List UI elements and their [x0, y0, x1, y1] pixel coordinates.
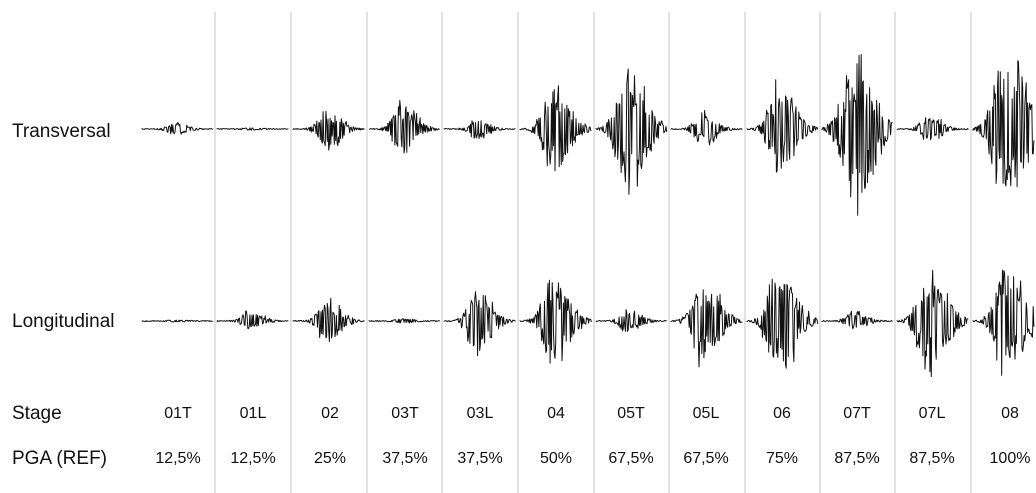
waveform-transversal-05T	[595, 68, 668, 195]
stage-label: 06	[773, 405, 791, 422]
pga-label: 50%	[540, 450, 572, 467]
stage-label: 03L	[467, 405, 494, 422]
stage-label: 01L	[240, 405, 267, 422]
pga-label: 37,5%	[382, 450, 427, 467]
waveform-longitudinal-06	[746, 278, 819, 369]
stage-label: 03T	[391, 405, 419, 422]
pga-label: 75%	[766, 450, 798, 467]
row-label-longitudinal: Longitudinal	[12, 311, 114, 332]
waveform-longitudinal-04	[519, 279, 592, 364]
stage-label: 05T	[617, 405, 645, 422]
waveform-longitudinal-05L	[670, 289, 743, 368]
pga-label: 12,5%	[230, 450, 275, 467]
waveform-transversal-04	[519, 85, 592, 172]
waveform-longitudinal-03L	[443, 291, 516, 357]
waveform-longitudinal-01L	[216, 310, 289, 330]
waveform-longitudinal-07T	[821, 310, 893, 330]
stage-label: 01T	[164, 405, 192, 422]
waveform-transversal-06	[746, 79, 819, 173]
pga-label: 100%	[990, 450, 1031, 467]
stage-label: 05L	[693, 405, 720, 422]
pga-labels: 12,5% 12,5% 25% 37,5% 37,5% 50% 67,5% 67,5% 75% 8…	[155, 450, 1030, 467]
waveform-longitudinal-01T	[141, 319, 213, 323]
waveform-transversal-01T	[141, 122, 214, 135]
waveform-traces	[141, 54, 1035, 378]
pga-label: 67,5%	[608, 450, 653, 467]
stage-label: 04	[547, 405, 565, 422]
pga-label: 37,5%	[457, 450, 502, 467]
row-label-pga: PGA (REF)	[12, 448, 107, 469]
pga-label: 87,5%	[909, 450, 954, 467]
waveform-transversal-02	[292, 110, 365, 151]
pga-label: 67,5%	[683, 450, 728, 467]
pga-label: 87,5%	[834, 450, 879, 467]
stage-dividers	[214, 12, 972, 493]
stage-label: 08	[1001, 405, 1019, 422]
waveform-longitudinal-05T	[595, 309, 667, 332]
stage-label: 07L	[919, 405, 946, 422]
stage-label: 02	[321, 405, 339, 422]
waveform-longitudinal-03T	[368, 318, 441, 324]
pga-label: 25%	[314, 450, 346, 467]
waveform-transversal-03T	[368, 99, 440, 154]
waveform-longitudinal-07L	[896, 269, 969, 378]
row-label-transversal: Transversal	[12, 121, 111, 142]
waveform-transversal-05L	[670, 110, 743, 146]
waveform-longitudinal-02	[292, 297, 365, 342]
stage-label: 07T	[843, 405, 871, 422]
waveform-transversal-07L	[896, 117, 969, 141]
row-label-stage: Stage	[12, 403, 62, 424]
waveform-transversal-07T	[821, 54, 893, 216]
waveform-transversal-01L	[216, 127, 289, 131]
waveform-transversal-08	[972, 60, 1035, 188]
pga-label: 12,5%	[155, 450, 200, 467]
stage-labels: 01T 01L 02 03T 03L 04 05T 05L 06 07T 07L 08	[164, 405, 1019, 422]
waveform-longitudinal-08	[972, 269, 1035, 376]
waveform-transversal-03L	[443, 120, 516, 140]
